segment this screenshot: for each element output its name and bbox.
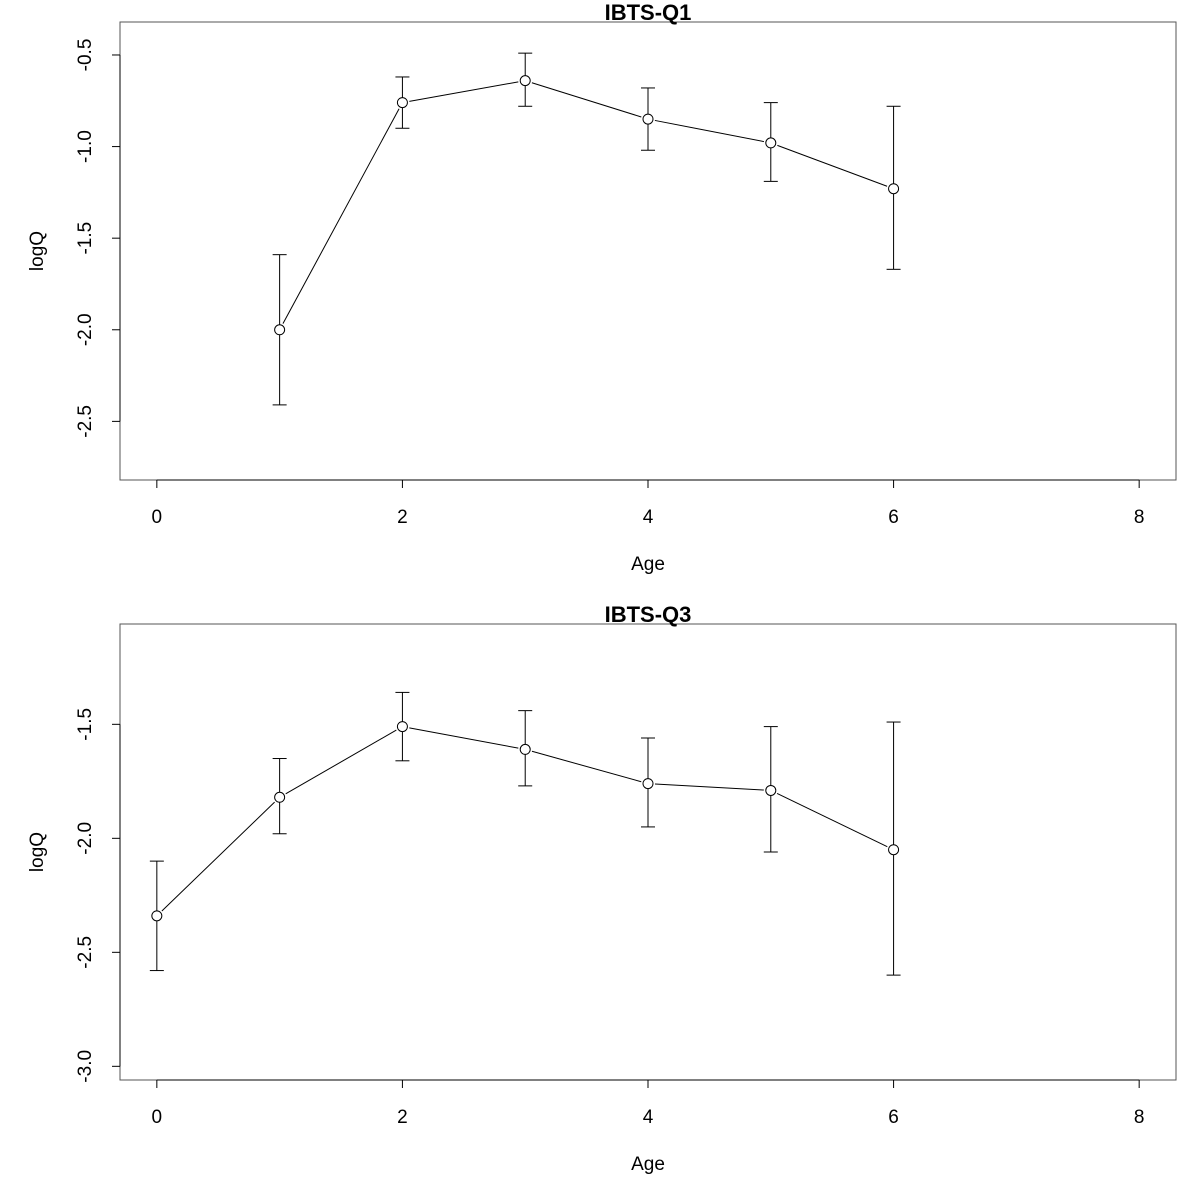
y-tick-label: -1.5	[75, 708, 96, 741]
data-point	[888, 844, 900, 856]
chart-title: IBTS-Q3	[605, 602, 692, 627]
x-tick-label: 8	[1134, 507, 1145, 528]
x-tick-label: 4	[643, 1107, 654, 1128]
y-tick-label: -0.5	[75, 39, 96, 72]
y-tick-label: -1.0	[75, 130, 96, 163]
error-bars	[149, 691, 901, 976]
series-line-segment	[654, 783, 764, 791]
x-axis-label: Age	[631, 554, 665, 575]
x-tick-label: 2	[397, 1107, 408, 1128]
series-line-segment	[285, 729, 397, 795]
data-point	[765, 137, 777, 149]
data-point	[274, 324, 286, 336]
series-line-segment	[776, 793, 888, 848]
x-axis: 0 2 4 6 8 Age	[152, 479, 1145, 575]
y-tick-label: -1.5	[75, 222, 96, 255]
series-line-segment	[531, 750, 642, 783]
y-axis: -0.5 -1.0 -1.5 -2.0 -2.5 logQ	[27, 39, 121, 438]
data-points	[151, 721, 900, 922]
data-point	[396, 721, 408, 733]
y-axis: -1.5 -2.0 -2.5 -3.0 logQ	[27, 708, 121, 1083]
x-axis-label: Age	[631, 1154, 665, 1175]
y-axis-label: logQ	[27, 832, 48, 872]
data-point	[765, 784, 777, 796]
x-tick-label: 6	[888, 1107, 899, 1128]
plot-frame	[119, 623, 1177, 1081]
series-line-segment	[654, 119, 765, 143]
chart-panel-1: IBTS-Q1 0 2 4 6 8 Age -0.5 -1.0 -1.5 -2.0 -2.5 logQ	[27, 0, 1177, 575]
series-line-segment	[282, 108, 400, 324]
data-point	[151, 910, 163, 922]
series-line-segment	[777, 144, 888, 187]
y-tick-label: -2.0	[75, 313, 96, 346]
series	[161, 727, 888, 912]
x-tick-label: 0	[152, 1107, 163, 1128]
data-point	[519, 743, 531, 755]
data-point	[888, 183, 900, 195]
data-point	[274, 791, 286, 803]
series-line-segment	[161, 801, 275, 912]
data-point	[396, 97, 408, 109]
error-bars	[272, 52, 901, 406]
x-tick-label: 0	[152, 507, 163, 528]
x-tick-label: 2	[397, 507, 408, 528]
data-point	[642, 778, 654, 790]
y-tick-label: -2.5	[75, 936, 96, 969]
y-tick-label: -3.0	[75, 1050, 96, 1083]
chart-panel-2: IBTS-Q3 0 2 4 6 8 Age -1.5 -2.0 -2.5 -3.0 logQ	[27, 602, 1177, 1175]
series-line-segment	[409, 81, 519, 102]
x-tick-label: 8	[1134, 1107, 1145, 1128]
x-tick-label: 4	[643, 507, 654, 528]
y-tick-label: -2.0	[75, 822, 96, 855]
x-tick-label: 6	[888, 507, 899, 528]
series-line-segment	[531, 82, 642, 118]
data-point	[642, 113, 654, 125]
chart-title: IBTS-Q1	[605, 0, 692, 25]
series-line-segment	[409, 727, 519, 749]
y-tick-label: -2.5	[75, 405, 96, 438]
y-axis-label: logQ	[27, 231, 48, 271]
x-axis: 0 2 4 6 8 Age	[152, 1079, 1145, 1175]
data-point	[519, 75, 531, 87]
series	[282, 81, 888, 324]
data-points	[274, 75, 900, 336]
